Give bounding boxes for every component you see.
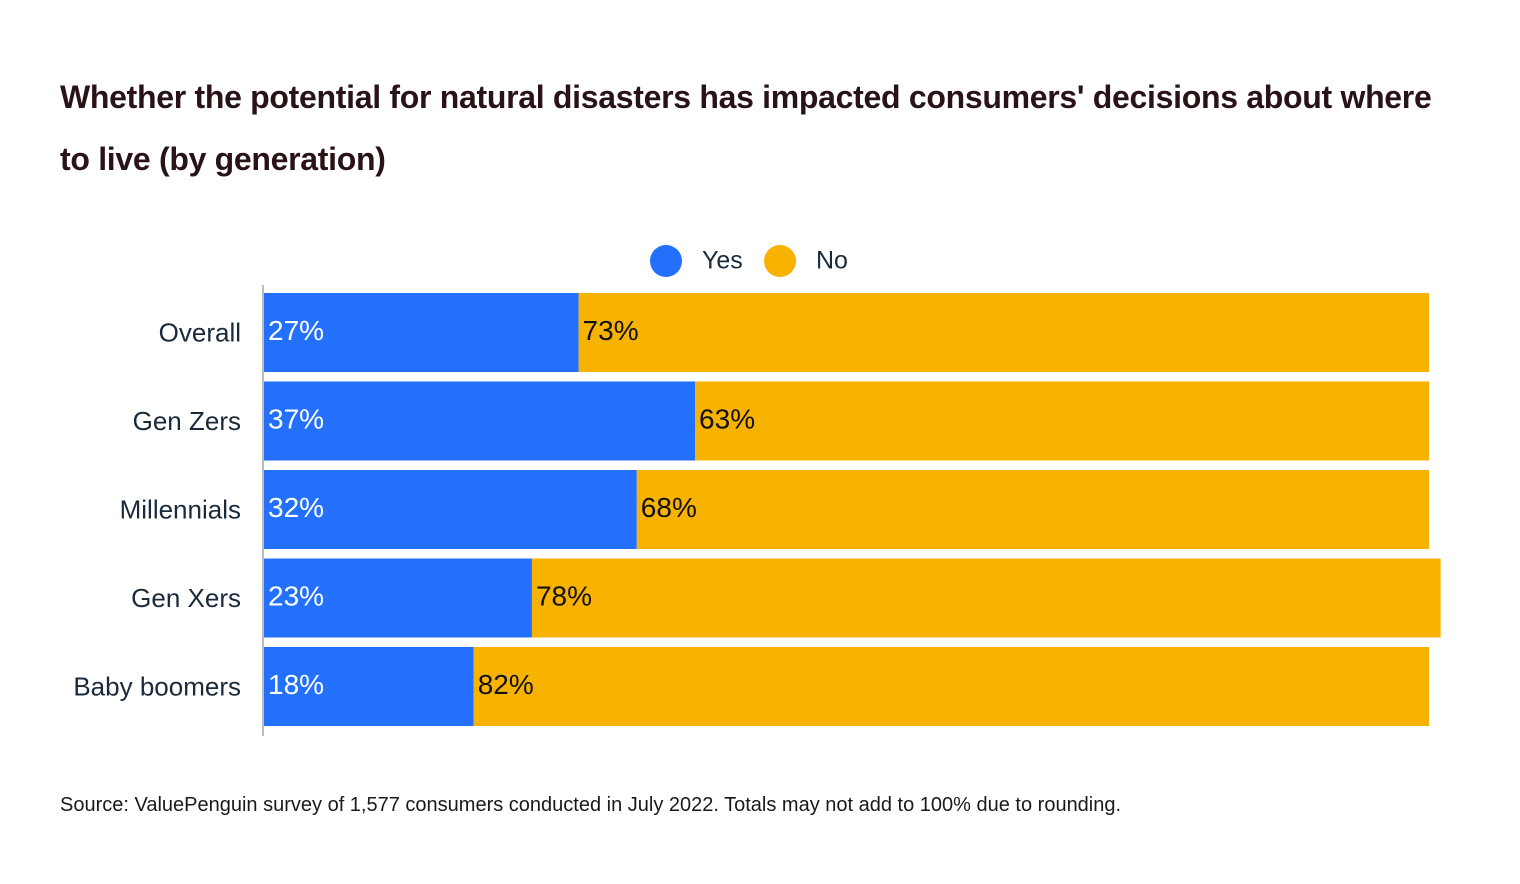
legend-label: Yes	[702, 247, 743, 275]
legend-swatch	[764, 245, 796, 277]
y-tick-label: Gen Zers	[133, 406, 241, 436]
y-tick-label: Gen Xers	[131, 583, 241, 613]
y-tick-label: Baby boomers	[73, 671, 241, 701]
value-label: 32%	[268, 492, 324, 523]
bar-segment	[636, 470, 1429, 549]
legend-swatch	[650, 245, 682, 277]
bar-segment	[695, 381, 1429, 461]
bar-segment	[264, 558, 532, 638]
y-tick-label: Millennials	[120, 494, 241, 524]
bar-segment	[578, 293, 1429, 372]
value-label: 63%	[699, 403, 755, 434]
bar-segment	[264, 470, 637, 549]
source-note: Source: ValuePenguin survey of 1,577 con…	[60, 794, 1122, 816]
value-label: 27%	[268, 315, 324, 346]
value-label: 78%	[536, 580, 592, 611]
chart-title: Whether the potential for natural disast…	[60, 79, 1432, 177]
value-label: 18%	[268, 669, 324, 700]
value-label: 68%	[641, 492, 697, 523]
y-tick-label: Overall	[159, 317, 241, 347]
bar-segment	[473, 647, 1429, 726]
value-label: 23%	[268, 580, 324, 611]
value-label: 37%	[268, 403, 324, 434]
bar-segment	[264, 381, 696, 461]
value-label: 82%	[478, 669, 534, 700]
bar-segment	[531, 558, 1441, 638]
value-label: 73%	[583, 315, 639, 346]
bar-segment	[264, 293, 579, 372]
legend-label: No	[816, 247, 848, 275]
bar-segment	[264, 647, 474, 726]
